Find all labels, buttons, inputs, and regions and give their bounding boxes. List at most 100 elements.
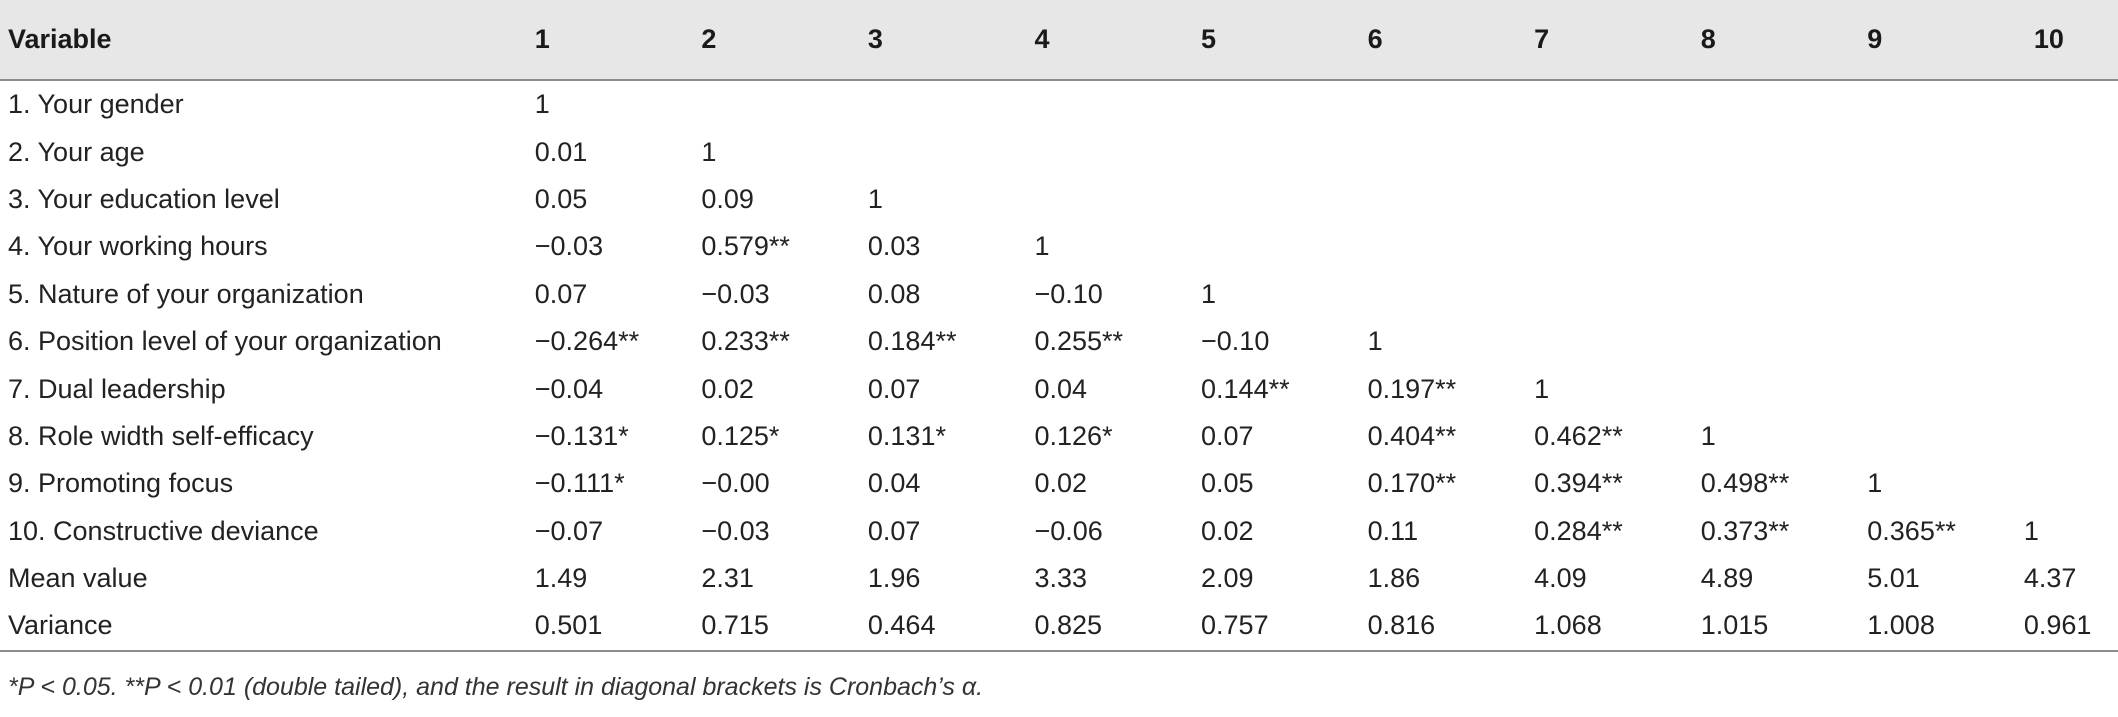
- header-col-9: 9: [1837, 0, 2004, 81]
- table-cell: 0.08: [867, 278, 921, 309]
- table-cell: 0.05: [1201, 468, 1254, 499]
- table-cell: 1.49: [534, 563, 588, 594]
- row-label: 7. Dual leadership: [8, 373, 226, 404]
- table-row: Mean value 1.49 2.31 1.96 3.33 2.09 1.86 4.09 4.…: [0, 555, 2118, 602]
- table-cell: [1671, 223, 1838, 270]
- table-cell: −0.06: [1034, 515, 1103, 546]
- table-row: 8. Role width self-efficacy −0.131* 0.125*…: [0, 413, 2118, 460]
- table-row: 2. Your age 0.01 1: [0, 128, 2118, 175]
- table-cell: 0.184**: [867, 326, 957, 357]
- table-cell: −0.264**: [534, 326, 640, 357]
- table-cell: 0.498**: [1700, 468, 1790, 499]
- table-cell: [1004, 176, 1171, 223]
- table-cell: −0.111*: [534, 468, 625, 499]
- row-label: Mean value: [8, 563, 148, 594]
- table-cell: [1171, 176, 1338, 223]
- table-cell: 0.373**: [1700, 515, 1790, 546]
- table-cell: 4.89: [1700, 563, 1754, 594]
- table-cell: 2.31: [701, 563, 754, 594]
- header-col-6: 6: [1337, 0, 1505, 81]
- table-row: 7. Dual leadership −0.04 0.02 0.07 0.04 0.144…: [0, 365, 2118, 412]
- table-cell: [1671, 80, 1838, 128]
- table-cell: 0.825: [1004, 602, 1172, 652]
- table-cell: 0.197**: [1367, 373, 1457, 404]
- table-cell: 4.09: [1534, 563, 1587, 594]
- table-cell: 1: [2023, 515, 2039, 546]
- header-col-5: 5: [1171, 0, 1338, 81]
- table-row: 5. Nature of your organization 0.07 −0.03 0…: [0, 271, 2118, 318]
- table-cell: [1171, 80, 1338, 128]
- table-cell: 1: [1700, 420, 1716, 451]
- table-cell: [1837, 365, 2004, 412]
- table-cell: −0.03: [701, 515, 770, 546]
- row-label: 6. Position level of your organization: [8, 326, 442, 357]
- table-cell: [2004, 365, 2118, 412]
- table-cell: 0.07: [867, 373, 921, 404]
- table-cell: [1338, 80, 1505, 128]
- table-cell: 0.233**: [701, 326, 790, 357]
- table-cell: [2004, 223, 2118, 270]
- table-cell: 0.365**: [1867, 515, 1956, 546]
- table-cell: 0.07: [534, 278, 588, 309]
- table-cell: 0.07: [867, 515, 921, 546]
- header-col-3: 3: [837, 0, 1005, 81]
- table-cell: [1837, 176, 2004, 223]
- table-cell: 0.961: [2003, 602, 2118, 652]
- table-cell: 0.462**: [1534, 420, 1623, 451]
- table-cell: 0.404**: [1367, 420, 1457, 451]
- header-col-2: 2: [671, 0, 838, 81]
- table-cell: 0.01: [534, 136, 588, 167]
- table-cell: [2004, 413, 2118, 460]
- table-row: 1. Your gender 1: [0, 80, 2118, 128]
- table-row: 6. Position level of your organization −0…: [0, 318, 2118, 365]
- table-cell: −0.10: [1034, 278, 1103, 309]
- table-cell: 0.04: [1034, 373, 1088, 404]
- row-label: 8. Role width self-efficacy: [8, 420, 314, 451]
- table-cell: 5.01: [1867, 563, 1920, 594]
- table-cell: 0.07: [1201, 420, 1254, 451]
- table-cell: 1.015: [1670, 602, 1838, 652]
- row-label: 2. Your age: [8, 136, 145, 167]
- table-cell: [1171, 128, 1338, 175]
- table-cell: [2004, 128, 2118, 175]
- table-cell: [2004, 176, 2118, 223]
- table-cell: 0.126*: [1034, 420, 1113, 451]
- header-col-4: 4: [1004, 0, 1172, 81]
- table-cell: [1671, 318, 1838, 365]
- table-cell: [1504, 223, 1671, 270]
- row-label: 3. Your education level: [8, 183, 280, 214]
- table-row: 3. Your education level 0.05 0.09 1: [0, 176, 2118, 223]
- table-cell: [838, 80, 1005, 128]
- table-cell: [1504, 80, 1671, 128]
- row-label: 1. Your gender: [8, 89, 184, 120]
- header-col-10: 10: [2003, 0, 2118, 81]
- table-cell: 1: [701, 136, 717, 167]
- table-cell: [1338, 128, 1505, 175]
- table-cell: [1837, 128, 2004, 175]
- table-cell: [2004, 460, 2118, 507]
- table-row: 10. Constructive deviance −0.07 −0.03 0.07 −…: [0, 508, 2118, 555]
- table-row: 9. Promoting focus −0.111* −0.00 0.04 0.02 0.…: [0, 460, 2118, 507]
- table-cell: [1338, 223, 1505, 270]
- table-cell: 1: [1201, 278, 1217, 309]
- table-cell: [1837, 223, 2004, 270]
- table-cell: −0.03: [701, 278, 770, 309]
- header-col-8: 8: [1670, 0, 1838, 81]
- table-cell: 1: [867, 183, 883, 214]
- table-cell: [1004, 128, 1171, 175]
- table-cell: 3.33: [1034, 563, 1088, 594]
- table-cell: −0.131*: [534, 420, 629, 451]
- table-cell: [1338, 176, 1505, 223]
- row-label: 9. Promoting focus: [8, 468, 234, 499]
- table-cell: −0.00: [701, 468, 770, 499]
- table-cell: 0.170**: [1367, 468, 1457, 499]
- header-col-1: 1: [504, 0, 672, 81]
- table-cell: 0.05: [534, 183, 588, 214]
- table-cell: 0.715: [671, 602, 838, 652]
- table-footnote: *P < 0.05. **P < 0.01 (double tailed), a…: [8, 673, 984, 701]
- header-col-7: 7: [1504, 0, 1671, 81]
- table-cell: [1837, 80, 2004, 128]
- table-cell: [1504, 271, 1671, 318]
- table-cell: [838, 128, 1005, 175]
- table-cell: −0.10: [1201, 326, 1270, 357]
